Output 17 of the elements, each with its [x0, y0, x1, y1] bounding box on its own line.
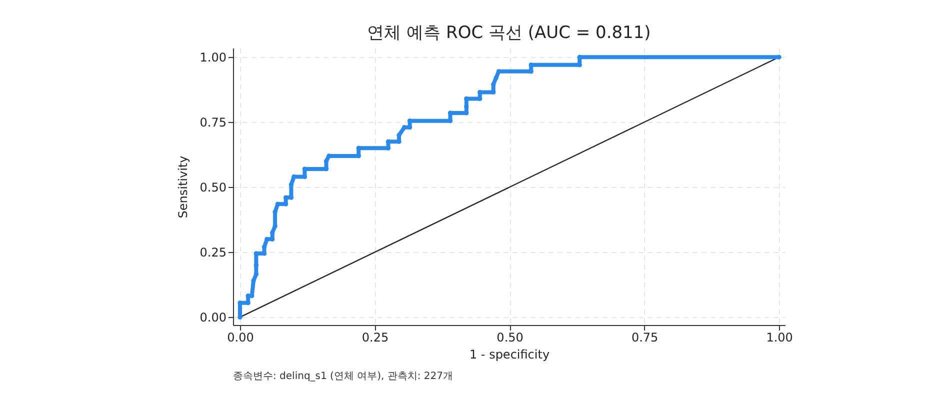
y-tick-label: 0.50: [200, 180, 226, 195]
y-axis-title: Sensitivity: [176, 156, 190, 218]
text: 종속변수: delinq_s1 (연체 여부), 관측치: 227개: [233, 370, 454, 383]
x-tick-label: 0.00: [227, 330, 254, 344]
chart-title: 연체 예측 ROC 곡선 (AUC = 0.811): [367, 23, 651, 43]
y-tick-label: 0.00: [200, 310, 226, 325]
x-tick-label: 0.75: [631, 330, 658, 344]
y-tick-label: 1.00: [200, 50, 226, 65]
y-tick-label: 0.25: [200, 246, 226, 260]
x-tick-label: 0.25: [362, 330, 389, 344]
point: [577, 54, 582, 60]
x-tick-label: 1.00: [766, 330, 793, 344]
point: [356, 146, 361, 150]
point: [494, 76, 498, 80]
x-tick-label: 0.50: [496, 330, 524, 344]
x-axis-title: 1 - specificity: [469, 348, 550, 362]
y-tick-label: 0.75: [200, 116, 226, 130]
